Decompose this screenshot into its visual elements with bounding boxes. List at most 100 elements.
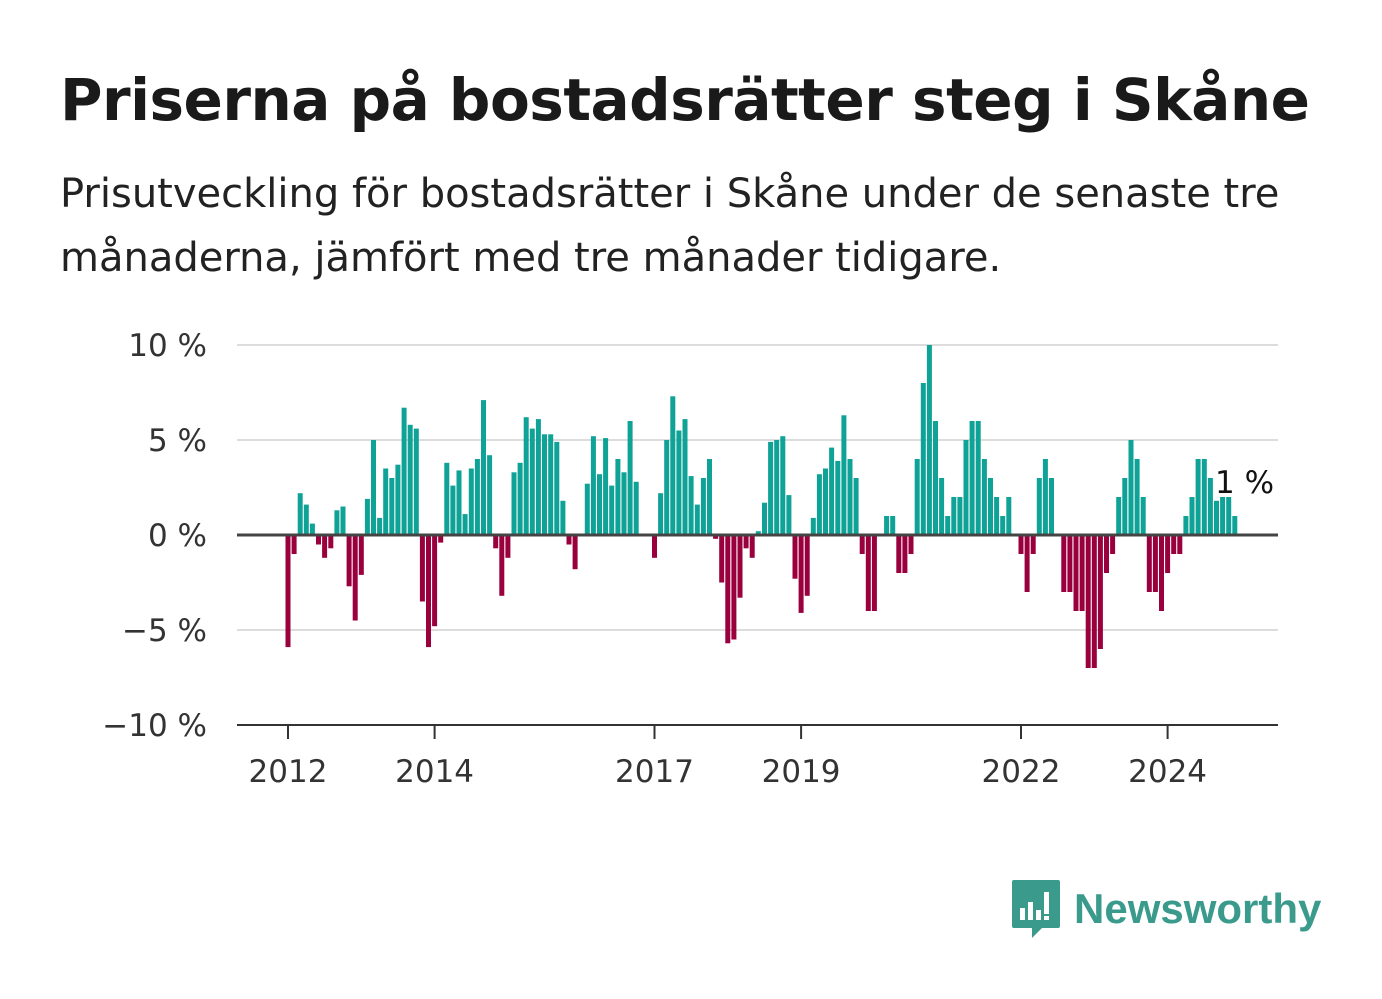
bar — [285, 535, 291, 648]
bar-chart: 10 % 5 % 0 % −5 % −10 % 2012 2014 2017 2019 2022 2… — [102, 328, 1278, 790]
bar — [468, 468, 474, 535]
bar — [902, 535, 908, 573]
bar — [517, 462, 523, 535]
bar — [713, 535, 719, 539]
bar — [1073, 535, 1079, 611]
bar — [1091, 535, 1097, 668]
bar — [535, 419, 541, 535]
bar — [1042, 459, 1048, 535]
bar — [407, 424, 413, 535]
x-tick-label: 2022 — [982, 754, 1061, 790]
bar — [316, 535, 321, 545]
bar — [566, 535, 572, 545]
bar — [1079, 535, 1085, 611]
bar — [462, 514, 468, 535]
bar — [413, 428, 419, 535]
bar — [1152, 535, 1158, 592]
bar — [1061, 535, 1067, 592]
bar — [560, 500, 566, 535]
bar — [352, 535, 358, 621]
bar — [1220, 497, 1226, 535]
chart-subtitle: Prisutveckling för bostadsrätter i Skåne… — [60, 171, 1280, 281]
bar — [1097, 535, 1103, 649]
bar — [853, 478, 859, 535]
newsworthy-brand: Newsworthy — [1010, 878, 1321, 940]
bar — [994, 497, 1000, 535]
bar — [774, 440, 780, 535]
bar — [700, 478, 706, 535]
bar — [890, 516, 896, 535]
bar — [395, 464, 401, 535]
bar — [780, 436, 786, 535]
bar — [481, 400, 486, 535]
x-tick-label: 2024 — [1128, 754, 1207, 790]
y-tick-label: −5 % — [122, 613, 207, 649]
bar — [670, 396, 676, 535]
bar — [914, 459, 920, 535]
bar — [731, 535, 737, 640]
brand-name: Newsworthy — [1074, 885, 1322, 932]
bar — [896, 535, 902, 573]
y-tick-label: 10 % — [128, 328, 207, 364]
bar — [377, 517, 383, 535]
bar — [1067, 535, 1073, 592]
x-tick-label: 2019 — [762, 754, 841, 790]
bar — [755, 531, 761, 535]
bar — [810, 517, 816, 535]
bar — [1177, 535, 1183, 554]
bar — [450, 485, 456, 535]
bar — [1030, 535, 1036, 554]
bar — [328, 535, 334, 549]
y-tick-label: 0 % — [148, 518, 207, 554]
bar — [621, 472, 627, 535]
bar — [1049, 478, 1054, 535]
bar — [438, 535, 444, 543]
bar — [633, 481, 639, 535]
bar — [682, 419, 688, 535]
x-tick-label: 2014 — [395, 754, 474, 790]
bar — [542, 434, 547, 535]
y-tick-label: 5 % — [148, 423, 207, 459]
bar — [340, 506, 346, 535]
bar — [786, 495, 792, 535]
bar — [456, 470, 462, 535]
bar — [615, 459, 621, 535]
bar — [920, 383, 926, 535]
bar — [554, 441, 560, 535]
bar — [926, 345, 932, 535]
bar — [871, 535, 877, 611]
bar — [1159, 535, 1164, 611]
bar — [419, 535, 425, 602]
bar — [364, 498, 370, 535]
bar — [865, 535, 871, 611]
bar — [768, 441, 774, 535]
bar — [1085, 535, 1091, 668]
bar — [358, 535, 364, 575]
bar — [1207, 478, 1213, 535]
bar — [1006, 497, 1012, 535]
bar — [493, 535, 499, 549]
bar — [487, 455, 493, 535]
bar — [499, 535, 505, 596]
x-tick-label: 2017 — [615, 754, 694, 790]
bar — [1201, 459, 1207, 535]
bar — [1122, 478, 1128, 535]
bar — [1110, 535, 1116, 554]
bar — [939, 478, 945, 535]
bar — [762, 502, 767, 535]
bar — [969, 421, 975, 535]
chart-title: Priserna på bostadsrätter steg i Skåne — [60, 66, 1310, 134]
y-tick-label: −10 % — [102, 708, 207, 744]
annotation-label: 1 % — [1215, 465, 1274, 501]
bar — [1018, 535, 1024, 554]
bar — [658, 493, 664, 535]
bar — [1195, 459, 1201, 535]
bar — [432, 535, 438, 627]
bar — [884, 516, 890, 535]
bar — [1000, 516, 1006, 535]
bar — [584, 483, 590, 535]
bar — [523, 417, 529, 535]
bar — [1165, 535, 1171, 573]
bar — [737, 535, 743, 598]
bar — [652, 535, 657, 558]
